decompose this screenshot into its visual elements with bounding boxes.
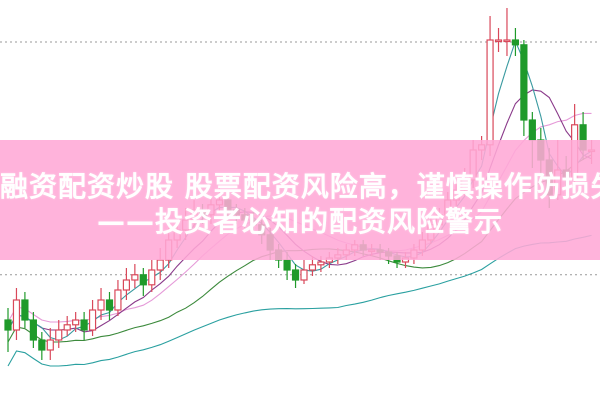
candle-body-7 [63, 324, 71, 331]
candle-body-0 [4, 319, 12, 331]
candle-body-59 [503, 39, 511, 43]
candle-body-33 [283, 259, 291, 271]
candle-body-4 [38, 339, 46, 351]
candle-body-62 [528, 119, 536, 141]
candle-body-18 [156, 259, 164, 271]
candle-body-36 [308, 264, 317, 271]
ma5-line [7, 39, 592, 341]
candle-body-13 [114, 289, 122, 311]
candle-body-16 [139, 274, 147, 286]
candle-body-61 [520, 44, 528, 121]
candle-body-3 [29, 319, 37, 341]
candle-body-8 [72, 319, 80, 326]
candle-body-2 [21, 299, 29, 321]
candle-body-60 [511, 39, 520, 46]
candle-body-57 [486, 39, 494, 146]
candle-body-6 [55, 329, 63, 341]
title-line-2: ——投资者必知的配资风险警示 [96, 205, 503, 238]
candle-body-11 [97, 299, 105, 311]
candle-body-5 [46, 339, 54, 351]
candle-body-1 [12, 299, 21, 331]
candle-body-35 [300, 269, 308, 281]
ma60-line [7, 234, 592, 367]
candle-body-34 [291, 269, 300, 281]
candle-body-9 [80, 319, 88, 331]
candle-body-14 [122, 279, 131, 291]
title-banner [0, 140, 600, 260]
candle-body-10 [88, 309, 97, 331]
title-line-1: 融资配资炒股 股票配资风险高，谨慎操作防损失 [0, 170, 600, 203]
candle-body-58 [494, 39, 503, 43]
candle-body-37 [317, 261, 325, 266]
candle-body-17 [148, 269, 156, 286]
candle-body-12 [105, 299, 114, 311]
candle-body-15 [131, 274, 139, 281]
